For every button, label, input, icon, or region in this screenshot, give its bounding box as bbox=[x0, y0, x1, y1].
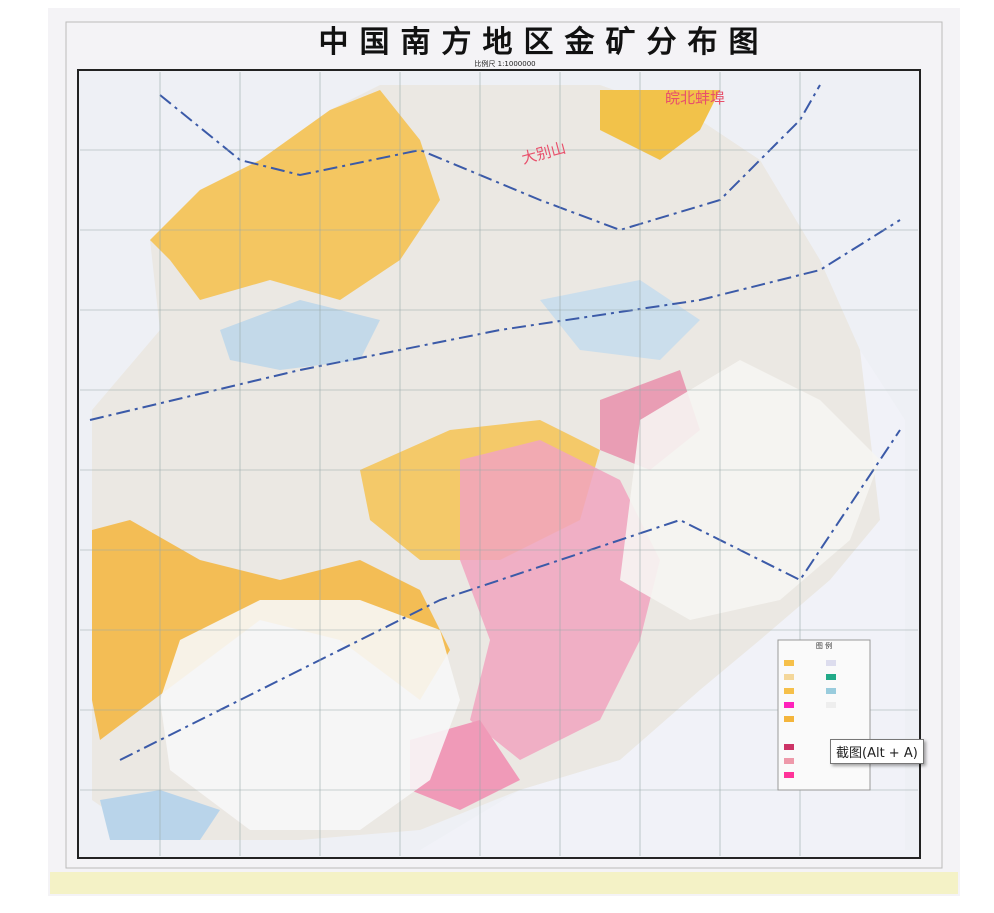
geology-area bbox=[600, 90, 720, 160]
sheet-edge bbox=[50, 872, 958, 894]
basin bbox=[620, 360, 880, 620]
boundary-line bbox=[119, 429, 901, 761]
legend-swatches bbox=[784, 660, 836, 778]
map-scale: 比例尺 1:1000000 bbox=[474, 59, 535, 68]
geology-area bbox=[150, 90, 440, 300]
map-title: 中国南方地区金矿分布图 bbox=[319, 25, 770, 60]
boundary-line bbox=[159, 84, 821, 232]
boundary-line bbox=[89, 219, 901, 421]
geology-area bbox=[220, 300, 380, 370]
geology-area bbox=[540, 280, 700, 360]
legend-title: 图 例 bbox=[816, 641, 832, 650]
geology-area bbox=[92, 520, 450, 740]
outer-frame bbox=[65, 21, 943, 869]
screenshot-tooltip: 截图(Alt + A) bbox=[830, 739, 924, 764]
map-label: 皖北蚌埠 bbox=[665, 89, 725, 107]
basin bbox=[160, 600, 460, 830]
